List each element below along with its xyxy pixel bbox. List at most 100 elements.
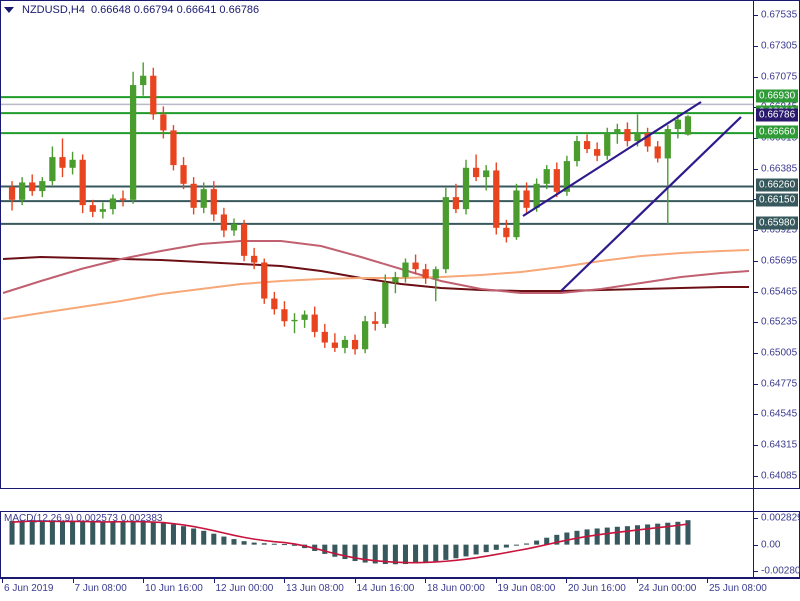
candle-body: [523, 190, 530, 208]
triangle-down-icon[interactable]: [4, 7, 14, 13]
price-axis-labels: 0.675350.673050.670750.668450.666150.663…: [753, 0, 800, 578]
macd-histogram-bar: [110, 521, 116, 545]
price-axis-label: 0.64085: [761, 470, 798, 482]
price-level-badge[interactable]: 0.66930: [756, 89, 799, 103]
macd-histogram-bar: [655, 523, 661, 545]
candle-body: [483, 170, 490, 178]
candle-body: [351, 339, 359, 350]
moving-average-line: [2, 240, 750, 294]
macd-histogram-bar: [453, 544, 459, 559]
time-axis-label: 18 Jun 00:00: [427, 583, 485, 594]
macd-histogram-bar: [564, 532, 570, 545]
candle-body: [594, 149, 601, 156]
axis-tick: [753, 168, 758, 170]
macd-histogram-bar: [675, 521, 681, 545]
candle-body: [59, 157, 66, 168]
candle-body: [654, 146, 661, 159]
price-level-badge[interactable]: 0.66150: [756, 193, 799, 207]
axis-tick: [753, 138, 758, 140]
macd-axis-label: -0.002804: [761, 565, 800, 577]
macd-histogram-bar: [544, 537, 550, 545]
time-axis-label: 14 Jun 16:00: [356, 583, 415, 594]
macd-histogram-bar: [251, 542, 257, 545]
price-level-badge[interactable]: 0.66786: [756, 108, 799, 122]
macd-histogram-bar: [534, 540, 540, 545]
macd-histogram-bar: [413, 544, 419, 564]
macd-histogram-bar: [594, 528, 600, 545]
price-level-badge[interactable]: 0.66260: [756, 178, 799, 192]
candle-body: [452, 197, 460, 210]
price-axis: [753, 0, 800, 578]
axis-tick: [753, 383, 758, 385]
symbol-header: NZDUSD,H4 0.66648 0.66794 0.66641 0.6678…: [4, 3, 259, 17]
macd-histogram-bar: [322, 544, 328, 554]
trend-channel-line: [522, 101, 702, 217]
macd-histogram-bar: [342, 544, 348, 560]
time-tick: [284, 579, 285, 583]
macd-histogram-bar: [261, 543, 267, 545]
axis-tick: [753, 46, 758, 48]
candle-body: [79, 159, 86, 206]
macd-histogram-bar: [100, 522, 106, 545]
macd-histogram-bar: [433, 544, 439, 562]
price-axis-label: 0.67075: [761, 71, 798, 83]
candle-body: [271, 298, 278, 310]
axis-tick: [753, 545, 758, 546]
macd-histogram-bar: [39, 520, 45, 545]
macd-histogram-bar: [382, 544, 388, 565]
time-tick: [213, 579, 215, 583]
macd-histogram-bar: [120, 521, 126, 545]
macd-histogram-bar: [231, 539, 237, 545]
price-level-badge[interactable]: 0.66660: [756, 125, 799, 139]
macd-signal-line: [11, 520, 689, 564]
macd-histogram-bar: [291, 544, 298, 546]
candle-body: [614, 129, 621, 134]
macd-histogram-bar: [241, 541, 247, 545]
price-axis-label: 0.65695: [761, 255, 798, 267]
time-axis-label: 7 Jun 08:00: [74, 583, 127, 594]
macd-histogram-bar: [423, 544, 429, 563]
time-axis-labels: 6 Jun 2019 7 Jun 08:00 10 Jun 16:00 12 Jun …: [0, 579, 767, 601]
candle-body: [634, 133, 641, 142]
macd-histogram-bar: [483, 544, 489, 553]
macd-histogram-bar: [645, 524, 651, 545]
candle-body: [362, 321, 369, 350]
macd-histogram-bar: [524, 543, 530, 545]
macd-histogram-bar: [59, 521, 66, 545]
macd-plot-area[interactable]: [1, 512, 753, 577]
symbol-title: NZDUSD,H4: [22, 4, 85, 16]
candle-body: [160, 114, 167, 131]
time-axis-label: 24 Jun 00:00: [638, 583, 697, 594]
moving-average-line: [2, 249, 750, 320]
candle-body: [200, 189, 207, 208]
candle-body: [624, 129, 631, 142]
time-tick: [2, 579, 3, 583]
price-axis-label: 0.65005: [761, 347, 798, 359]
candle-body: [422, 269, 429, 279]
axis-tick: [753, 260, 758, 262]
macd-histogram-bar: [493, 544, 499, 550]
macd-histogram-bar: [19, 520, 25, 545]
price-level-badge[interactable]: 0.65980: [756, 216, 799, 230]
axis-tick: [753, 322, 758, 324]
macd-histogram-bar: [614, 526, 620, 545]
macd-histogram-bar: [211, 533, 217, 545]
macd-histogram-bar: [201, 530, 207, 545]
price-axis-label: 0.65465: [761, 286, 798, 298]
price-candlestick-svg: [1, 62, 753, 355]
price-axis-label: 0.65235: [761, 316, 798, 328]
candle-body: [129, 85, 137, 200]
candle-body: [49, 157, 56, 182]
axis-tick: [753, 571, 758, 572]
axis-tick: [753, 475, 758, 477]
macd-histogram-bar: [634, 525, 641, 545]
candle-body: [553, 169, 560, 192]
candle-body: [281, 309, 288, 322]
price-plot-area[interactable]: [1, 1, 753, 488]
candle-body: [533, 183, 540, 208]
price-axis-label: 0.65925: [761, 224, 798, 236]
candle-body: [493, 170, 500, 228]
macd-histogram-bar: [513, 544, 519, 546]
time-axis-label: 19 Jun 08:00: [497, 583, 556, 594]
